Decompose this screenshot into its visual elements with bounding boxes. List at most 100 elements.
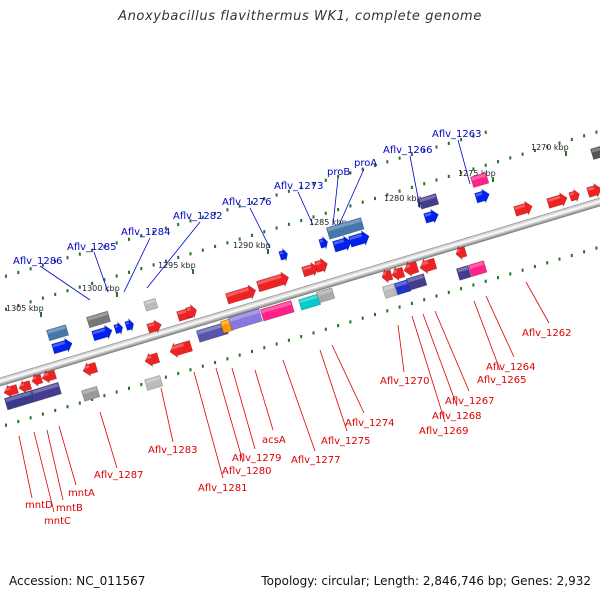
gene-arrow[interactable] <box>474 187 491 204</box>
gene-box[interactable] <box>418 193 440 210</box>
leader-line <box>319 349 348 432</box>
gene-box[interactable] <box>470 172 490 189</box>
gene-label[interactable]: acsA <box>262 435 286 446</box>
gene-arrow[interactable] <box>318 235 329 251</box>
gene-arrow[interactable] <box>278 247 289 263</box>
gene-label[interactable]: proB <box>327 167 350 178</box>
gene-label[interactable]: Aflv_1279 <box>232 453 282 464</box>
gene-label[interactable]: Aflv_1286 <box>13 256 63 267</box>
gene-arrow[interactable] <box>568 188 581 203</box>
gene-arrow[interactable] <box>143 351 161 368</box>
gene-box[interactable] <box>467 260 488 278</box>
gene-box[interactable] <box>81 385 101 402</box>
gene-arrow[interactable] <box>380 268 394 284</box>
gene-box[interactable] <box>3 390 35 411</box>
gene-label[interactable]: Aflv_1265 <box>477 375 527 386</box>
scale-tick-mark <box>116 292 118 297</box>
gene-label[interactable]: Aflv_1269 <box>419 426 469 437</box>
gene-label[interactable]: Aflv_1287 <box>94 470 144 481</box>
gene-label[interactable]: Aflv_1270 <box>380 376 430 387</box>
gene-arrow[interactable] <box>185 303 199 320</box>
gene-box[interactable] <box>381 283 398 299</box>
gene-label[interactable]: Aflv_1276 <box>222 197 272 208</box>
gene-arrow[interactable] <box>124 317 135 333</box>
gene-arrow[interactable] <box>256 270 291 294</box>
gene-arrow[interactable] <box>586 182 600 199</box>
gene-label[interactable]: Aflv_1284 <box>121 227 171 238</box>
scale-tick-label: 1290 kbp <box>233 241 271 250</box>
leader-line <box>193 371 224 479</box>
gene-box[interactable] <box>405 273 428 291</box>
gene-arrow[interactable] <box>146 318 163 334</box>
gene-label[interactable]: Aflv_1273 <box>274 181 324 192</box>
gene-label[interactable]: mntB <box>56 503 83 514</box>
scale-tick-mark <box>565 151 567 156</box>
gene-arrow[interactable] <box>51 337 74 356</box>
gene-arrow[interactable] <box>91 324 114 343</box>
gene-arrow[interactable] <box>168 338 194 359</box>
gene-arrow[interactable] <box>348 229 371 249</box>
gene-box[interactable] <box>143 297 159 312</box>
gene-arrow[interactable] <box>402 260 420 278</box>
gene-label[interactable]: Aflv_1283 <box>148 445 198 456</box>
lower-tick-row <box>5 246 598 427</box>
gene-label[interactable]: Aflv_1275 <box>321 436 371 447</box>
gene-box[interactable] <box>30 381 62 403</box>
gene-arrow[interactable] <box>513 200 534 219</box>
scale-tick-label: 1280 kbp <box>384 194 422 203</box>
gene-arrow[interactable] <box>17 379 33 395</box>
gene-label[interactable]: Aflv_1262 <box>522 328 572 339</box>
scale-tick-label: 1270 kbp <box>531 143 569 152</box>
map-title: Anoxybacillus flavithermus WK1, complete… <box>118 9 482 24</box>
gene-box[interactable] <box>86 310 112 329</box>
gene-label[interactable]: Aflv_1263 <box>432 129 482 140</box>
gene-box[interactable] <box>455 265 472 281</box>
leader-line <box>231 367 256 450</box>
gene-label[interactable]: Aflv_1277 <box>291 455 341 466</box>
gene-arrow[interactable] <box>40 368 58 384</box>
leader-line <box>18 435 33 499</box>
gene-label[interactable]: Aflv_1266 <box>383 145 433 156</box>
gene-label[interactable]: mntD <box>25 500 53 511</box>
gene-label[interactable]: Aflv_1274 <box>345 418 395 429</box>
gene-label[interactable]: mntA <box>68 488 95 499</box>
gene-arrow[interactable] <box>2 383 20 399</box>
gene-label[interactable]: Aflv_1280 <box>222 466 272 477</box>
gene-arrow[interactable] <box>225 283 258 306</box>
gene-box[interactable] <box>46 324 70 342</box>
gene-label[interactable]: Aflv_1264 <box>486 362 536 373</box>
gene-arrow[interactable] <box>454 245 468 261</box>
scale-tick-label: 1285 kbp <box>309 218 347 227</box>
gene-box[interactable] <box>393 279 412 296</box>
leader-line <box>46 429 64 501</box>
gene-label[interactable]: Aflv_1268 <box>432 411 482 422</box>
gene-box[interactable] <box>325 217 365 240</box>
gene-arrow[interactable] <box>546 191 569 210</box>
gene-box[interactable] <box>195 321 229 343</box>
gene-box[interactable] <box>144 374 164 391</box>
gene-box[interactable] <box>590 145 600 161</box>
scale-tick-row <box>5 130 487 278</box>
gene-label[interactable]: Aflv_1267 <box>445 396 495 407</box>
gene-arrow[interactable] <box>113 320 124 336</box>
gene-label[interactable]: Aflv_1282 <box>173 211 223 222</box>
gene-box[interactable] <box>227 308 263 331</box>
gene-arrow[interactable] <box>301 261 320 279</box>
gene-arrow[interactable] <box>332 234 354 254</box>
leader-line <box>254 369 274 431</box>
gene-label[interactable]: Aflv_1281 <box>198 483 248 494</box>
genome-backbone <box>0 176 600 392</box>
gene-box[interactable] <box>298 293 322 311</box>
gene-box[interactable] <box>316 287 336 304</box>
gene-arrow[interactable] <box>314 257 330 275</box>
leader-line <box>99 411 118 469</box>
gene-arrow[interactable] <box>30 372 44 388</box>
gene-arrow[interactable] <box>423 208 440 225</box>
gene-label[interactable]: mntC <box>44 516 71 527</box>
gene-arrow[interactable] <box>390 265 406 282</box>
gene-box[interactable] <box>259 300 295 322</box>
gene-label[interactable]: proA <box>354 158 377 169</box>
gene-arrow[interactable] <box>418 256 438 275</box>
gene-label[interactable]: Aflv_1285 <box>67 242 117 253</box>
gene-arrow[interactable] <box>81 360 99 377</box>
